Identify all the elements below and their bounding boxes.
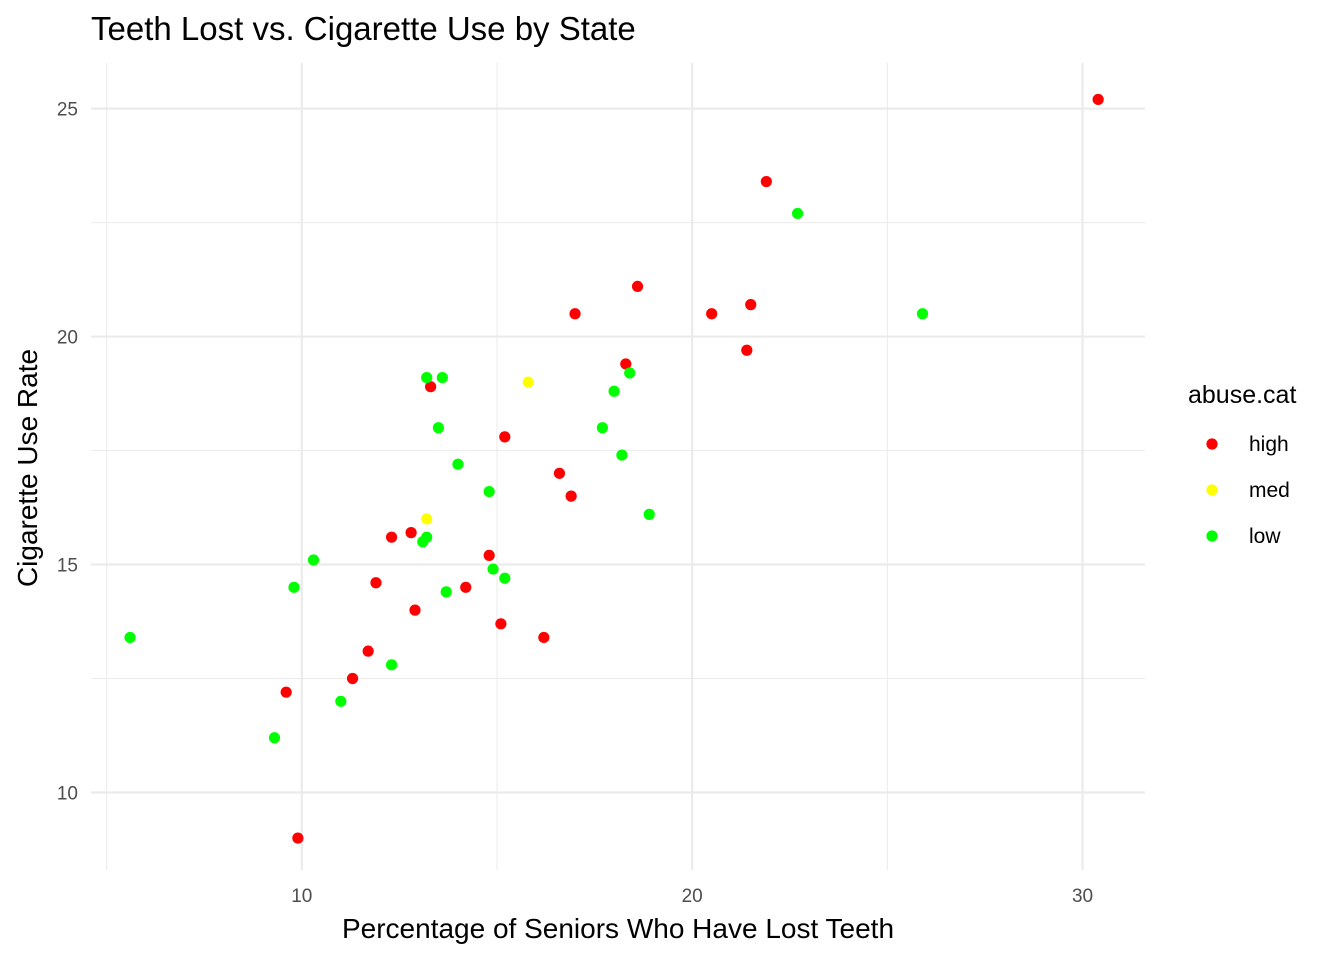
data-point-low [616,449,628,461]
data-point-low [487,563,499,575]
data-point-low [335,695,347,707]
x-tick-label: 20 [682,886,703,907]
data-point-low [385,659,398,671]
y-tick-label: 15 [57,556,78,577]
data-point-low [643,508,655,520]
legend-key-med [1206,484,1218,496]
chart-title: Teeth Lost vs. Cigarette Use by State [91,10,636,47]
y-tick-label: 20 [57,328,78,349]
data-point-high [362,645,374,657]
y-tick-label: 10 [57,783,78,804]
data-point-low [452,458,464,470]
data-point-low [499,572,511,584]
data-point-high [405,527,417,539]
data-point-low [483,485,495,498]
x-axis-tick-labels: 10 20 30 [291,886,1093,907]
data-point-low [608,385,620,397]
data-point-high [280,686,292,698]
data-point-high [620,358,632,370]
data-point-med [421,513,433,525]
legend-key-low [1206,530,1218,542]
data-points [124,93,1104,844]
data-point-low [288,581,300,593]
minor-gridlines [91,63,1145,870]
data-point-high [569,308,581,320]
data-point-high [538,631,550,644]
legend: abuse.cat high med low [1188,381,1296,548]
data-point-high [741,344,753,356]
data-point-low [421,371,433,384]
legend-label-med: med [1249,479,1290,502]
legend-label-high: high [1249,433,1289,456]
legend-label-low: low [1249,525,1281,548]
legend-title: abuse.cat [1188,381,1296,409]
data-point-low [624,367,636,379]
data-point-low [124,631,136,644]
data-point-high [631,280,644,293]
data-point-high [292,832,304,844]
x-tick-label: 30 [1072,886,1093,907]
data-point-high [565,490,577,502]
legend-entries: high med low [1206,433,1290,548]
legend-key-high [1206,438,1218,450]
y-tick-label: 25 [57,100,78,121]
data-point-high [409,604,421,616]
data-point-high [483,549,495,562]
data-point-low [432,422,445,434]
x-tick-label: 10 [291,886,312,907]
data-point-high [346,672,359,685]
data-point-high [760,175,772,188]
data-point-low [916,308,929,320]
data-point-low [440,586,452,598]
data-point-high [370,577,382,589]
data-point-high [706,308,718,320]
data-point-low [596,422,608,434]
data-point-high [745,299,757,311]
y-axis-tick-labels: 10 15 20 25 [57,100,78,805]
data-point-med [522,376,534,388]
data-point-low [268,732,281,744]
data-point-low [421,531,433,543]
data-point-high [385,531,398,543]
data-point-high [499,431,511,443]
data-point-high [495,618,507,630]
major-gridlines [91,63,1145,870]
data-point-high [425,381,437,393]
y-axis-title: Cigarette Use Rate [12,349,43,587]
data-point-low [307,554,320,566]
data-point-high [460,581,472,593]
data-point-low [791,207,804,220]
x-axis-title: Percentage of Seniors Who Have Lost Teet… [342,913,894,944]
data-point-high [553,467,566,479]
data-point-high [1092,93,1104,106]
data-point-low [436,371,448,384]
